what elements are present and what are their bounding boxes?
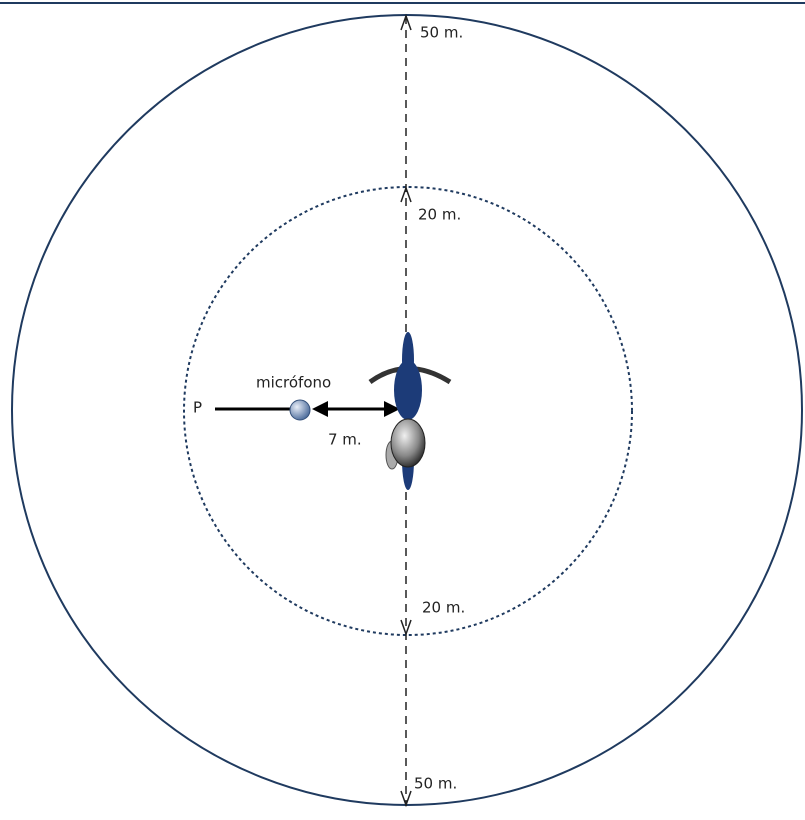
inner-bottom-label: 20 m. (422, 599, 465, 617)
arrow-head-left (312, 401, 328, 417)
outer-bottom-label: 50 m. (414, 775, 457, 793)
distance-label: 7 m. (328, 431, 362, 449)
outer-circle (11, 14, 803, 806)
arrow-head-right (384, 401, 400, 417)
microphone (289, 399, 311, 421)
inner-circle (183, 186, 633, 636)
motorcycle (368, 332, 452, 490)
point-label: P (193, 399, 202, 417)
microphone-label: micrófono (256, 374, 331, 392)
outer-top-label: 50 m. (420, 24, 463, 42)
inner-top-label: 20 m. (418, 206, 461, 224)
arrows (400, 13, 412, 808)
